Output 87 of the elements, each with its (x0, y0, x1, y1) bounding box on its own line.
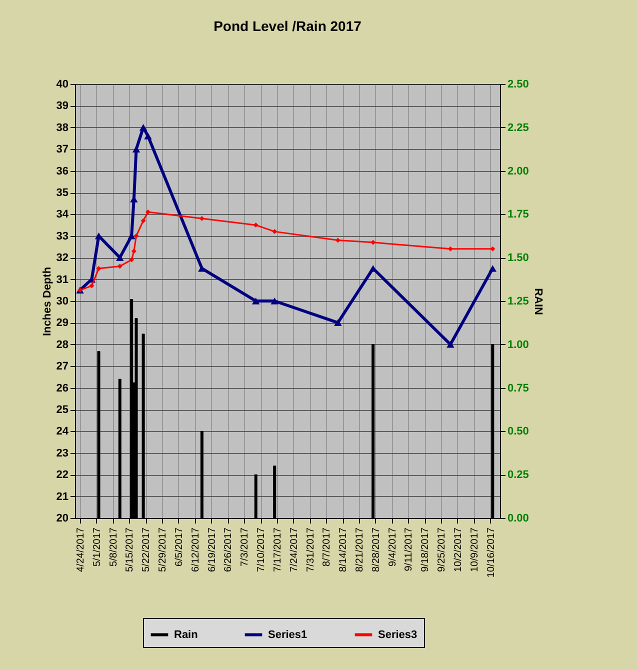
y2-tick-label: 1.00 (508, 338, 529, 351)
y-tick-label: 37 (56, 144, 68, 156)
y-tick-label: 33 (56, 230, 68, 242)
x-tick-label: 5/1/2017 (92, 527, 103, 566)
y2-tick-label: 1.75 (508, 208, 529, 221)
y-axis-title: Inches Depth (41, 266, 54, 336)
x-tick-label: 10/9/2017 (469, 527, 480, 572)
point (488, 265, 497, 272)
x-tick-label: 8/21/2017 (354, 527, 366, 572)
legend-label: Rain (174, 628, 198, 641)
y-tick-label: 34 (56, 208, 70, 221)
x-tick-label: 6/19/2017 (206, 527, 218, 572)
point (129, 257, 134, 262)
y2-tick-label: 1.50 (508, 252, 529, 264)
y-tick-label: 32 (56, 252, 68, 264)
x-tick-label: 8/7/2017 (322, 527, 333, 566)
x-tick-label: 7/17/2017 (272, 527, 284, 572)
y2-tick-label: 2.25 (508, 122, 529, 134)
point (131, 248, 136, 254)
point (272, 229, 278, 234)
y-tick-label: 27 (56, 360, 68, 373)
point (198, 265, 206, 272)
y-tick-label: 26 (56, 382, 68, 394)
y2-tick-label: 0.75 (508, 382, 529, 394)
x-tick-label: 9/4/2017 (387, 527, 398, 566)
y2-tick-label: 2.00 (508, 165, 529, 178)
point (145, 210, 150, 215)
y-tick-label: 35 (56, 187, 68, 199)
point (448, 246, 453, 252)
legend-label: Series3 (378, 628, 418, 641)
y-tick-label: 39 (56, 100, 68, 112)
y2-tick-label: 0.00 (508, 512, 529, 524)
y-tick-label: 30 (56, 296, 68, 308)
point (370, 240, 376, 245)
y-tick-label: 20 (56, 512, 68, 524)
point (89, 283, 94, 288)
x-tick-label: 6/5/2017 (174, 527, 185, 566)
point (139, 124, 148, 131)
y2-axis-title: RAIN (532, 288, 544, 315)
x-tick-label: 10/16/2017 (486, 527, 497, 578)
y-tick-label: 24 (56, 426, 70, 438)
y2-tick-label: 2.50 (508, 78, 529, 90)
x-tick-label: 9/25/2017 (436, 527, 448, 572)
point (253, 222, 258, 228)
y-tick-label: 28 (56, 338, 68, 351)
x-tick-label: 7/10/2017 (256, 527, 268, 572)
x-tick-label: 7/3/2017 (240, 527, 251, 566)
x-tick-label: 9/11/2017 (404, 527, 415, 572)
y-tick-label: 40 (56, 78, 68, 90)
point (252, 298, 260, 304)
y-tick-label: 25 (56, 404, 68, 416)
x-tick-label: 6/26/2017 (223, 527, 234, 572)
x-tick-label: 8/14/2017 (338, 527, 350, 572)
chart-title: Pond Level /Rain 2017 (214, 18, 362, 34)
point (144, 132, 152, 140)
point (335, 238, 340, 243)
point (96, 266, 102, 271)
legend-label: Series1 (268, 628, 308, 641)
x-tick-label: 6/12/2017 (190, 527, 202, 572)
y-tick-label: 38 (56, 122, 68, 134)
point (140, 218, 146, 224)
point (116, 254, 124, 261)
y2-tick-label: 0.25 (508, 469, 529, 482)
point (334, 319, 342, 326)
x-tick-label: 10/2/2017 (452, 527, 464, 572)
x-tick-label: 5/29/2017 (158, 527, 169, 572)
x-tick-label: 9/18/2017 (420, 527, 432, 572)
point (134, 233, 139, 238)
point (117, 264, 122, 269)
x-tick-label: 5/22/2017 (141, 527, 152, 572)
x-tick-label: 8/28/2017 (370, 527, 382, 572)
y-tick-label: 21 (56, 490, 68, 503)
point (446, 341, 454, 348)
x-tick-label: 7/31/2017 (305, 527, 316, 572)
x-tick-label: 7/24/2017 (288, 527, 300, 572)
x-tick-label: 4/24/2017 (76, 527, 86, 572)
x-tick-label: 5/8/2017 (108, 527, 120, 566)
x-tick-label: 5/15/2017 (124, 527, 136, 572)
y-tick-label: 23 (56, 447, 68, 460)
point (490, 246, 496, 252)
y-tick-label: 22 (56, 469, 68, 482)
y-tick-label: 36 (56, 165, 68, 178)
y-tick-label: 29 (56, 317, 68, 330)
y2-tick-label: 0.50 (508, 426, 529, 438)
y-tick-label: 31 (56, 274, 68, 286)
point (270, 298, 278, 304)
y2-tick-label: 1.25 (508, 296, 529, 308)
